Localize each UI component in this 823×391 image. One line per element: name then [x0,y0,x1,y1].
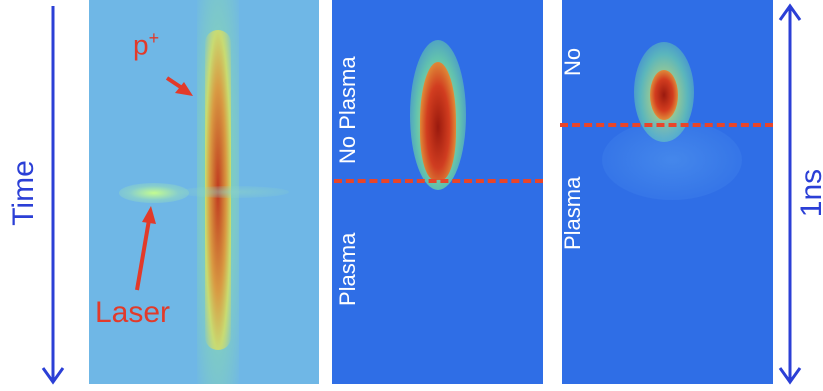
streak-image-panel: p+ Laser [89,0,319,384]
laser-label: Laser [95,296,171,329]
duration-axis-label: 1ns [795,168,823,218]
plasma-onset-line-right [560,123,773,127]
proton-bunch-core [420,62,456,180]
proton-arrow [165,76,193,96]
plasma-panel: No Plasma [562,0,773,384]
time-axis-label: Time [7,160,40,226]
proton-bunch-core-right [650,70,678,120]
laser-arrow [135,206,156,291]
laser-trail [179,186,289,198]
no-plasma-label: No Plasma [335,56,360,164]
duration-arrow [775,2,805,387]
plasma-label-right: Plasma [562,176,585,250]
no-label-right: No [562,47,585,76]
proton-label-text: p [133,29,149,61]
plasma-label-mid: Plasma [335,232,360,306]
scatter-glow-right [602,120,742,200]
proton-label-sup: + [148,28,160,48]
no-plasma-panel: No Plasma Plasma [332,0,543,384]
time-arrow [38,2,68,387]
plasma-onset-line-mid [334,179,543,183]
laser-spot [119,183,189,203]
proton-label: p+ [133,28,159,61]
